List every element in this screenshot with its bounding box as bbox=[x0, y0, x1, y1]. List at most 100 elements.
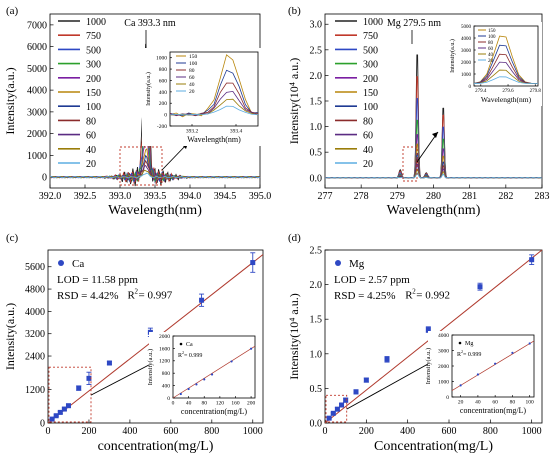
inset-r2-superscript: 2 bbox=[182, 350, 184, 355]
inset-legend-marker bbox=[458, 341, 462, 345]
y-tick-label: 5000 bbox=[27, 64, 47, 75]
y-tick-label: 1200 bbox=[25, 385, 45, 396]
inset-legend-label: 100 bbox=[189, 61, 198, 67]
y-tick-label: 3000 bbox=[27, 107, 47, 118]
zoom-arrowhead bbox=[432, 132, 438, 138]
inset-legend-label: Mg bbox=[465, 341, 473, 347]
peak-annotation: Ca 393.3 nm bbox=[124, 18, 176, 29]
y-tick-label: 400 bbox=[159, 90, 168, 96]
inset-data-point bbox=[528, 342, 531, 345]
y-tick-label: 2400 bbox=[25, 352, 45, 363]
legend-label: 750 bbox=[86, 31, 101, 42]
data-point bbox=[330, 410, 336, 416]
x-axis-label: concentration(mg/L) bbox=[98, 439, 214, 454]
inset-data-point bbox=[230, 360, 233, 363]
legend-label: 1000 bbox=[363, 17, 383, 28]
inset-data-point bbox=[203, 378, 206, 381]
y-tick-label: 4000 bbox=[27, 86, 47, 97]
inset-background bbox=[448, 22, 542, 106]
x-tick-label: 20 bbox=[458, 400, 464, 406]
data-point bbox=[425, 327, 431, 333]
x-tick-label: 277 bbox=[318, 191, 333, 202]
inset-legend-label: 20 bbox=[189, 89, 195, 95]
y-axis-label: Intensity(10⁴ a.u.) bbox=[287, 293, 301, 380]
y-axis-label: Intensity(a.u.) bbox=[425, 348, 432, 384]
inset-legend-label: 150 bbox=[488, 29, 496, 34]
legend-label: 20 bbox=[86, 159, 96, 170]
plot-frame bbox=[473, 25, 539, 87]
data-point bbox=[53, 413, 59, 419]
legend-label: 500 bbox=[86, 45, 101, 56]
zoom-arrow bbox=[90, 363, 152, 396]
inset-data-point bbox=[249, 347, 253, 350]
spectrum-line-100 bbox=[324, 153, 543, 179]
plot-frame bbox=[324, 249, 543, 424]
x-tick-label: 392.0 bbox=[39, 191, 62, 202]
y-tick-label: 1.0 bbox=[310, 349, 323, 360]
y-tick-label: 2.0 bbox=[310, 71, 323, 82]
inset-legend-label: 60 bbox=[189, 75, 195, 81]
legend-label: 60 bbox=[86, 131, 96, 142]
r2-value: = 0.992 bbox=[416, 289, 450, 301]
data-point bbox=[477, 284, 483, 290]
inset-legend-label: 150 bbox=[189, 54, 198, 60]
y-tick-label: 6000 bbox=[27, 42, 47, 53]
spectrum-line-20 bbox=[49, 172, 261, 179]
plot-frame bbox=[47, 249, 264, 424]
inset-data-point bbox=[195, 383, 198, 386]
data-point bbox=[199, 297, 205, 303]
x-tick-label: 393.5 bbox=[144, 191, 167, 202]
x-tick-label: 200 bbox=[247, 401, 256, 407]
lod-text: LOD = 2.57 ppm bbox=[334, 274, 410, 286]
legend-label: 200 bbox=[86, 74, 101, 85]
y-tick-label: 1.0 bbox=[310, 122, 323, 133]
x-tick-label: 40 bbox=[475, 400, 481, 406]
y-tick-label: 4000 bbox=[25, 307, 45, 318]
peak-annotation: Mg 279.5 nm bbox=[387, 18, 441, 29]
inset-r2-superscript: 2 bbox=[461, 349, 463, 354]
y-tick-label: 5000 bbox=[461, 25, 472, 30]
legend-label: Ca bbox=[72, 258, 84, 270]
inset-data-point bbox=[459, 384, 462, 387]
y-tick-label: 3000 bbox=[438, 348, 449, 354]
legend-label: 1000 bbox=[86, 17, 106, 28]
y-axis-label: Intensity(a.u.) bbox=[3, 303, 17, 370]
x-tick-label: 279.4 bbox=[475, 89, 487, 94]
data-point bbox=[106, 360, 112, 366]
r2-value: = 0.997 bbox=[139, 289, 173, 301]
x-tick-label: 80 bbox=[510, 400, 516, 406]
panel-label: (d) bbox=[288, 232, 301, 244]
y-tick-label: 0.5 bbox=[310, 148, 323, 159]
inset-background bbox=[428, 331, 538, 417]
spectrum-line-60 bbox=[324, 163, 543, 179]
inset-legend-label: 20 bbox=[488, 59, 494, 64]
x-tick-label: 1000 bbox=[243, 426, 263, 437]
spectrum-line-40 bbox=[324, 168, 543, 179]
y-tick-label: 1.5 bbox=[310, 97, 323, 108]
x-tick-label: 800 bbox=[204, 426, 219, 437]
y-axis-label: Intensity(a.u.) bbox=[449, 39, 456, 73]
inset-background bbox=[142, 48, 262, 146]
legend-label: 150 bbox=[363, 88, 378, 99]
legend-label: 100 bbox=[363, 102, 378, 113]
y-axis-label: Intensity(a.u.) bbox=[147, 349, 154, 385]
x-tick-label: 200 bbox=[81, 426, 96, 437]
x-tick-label: 800 bbox=[483, 426, 498, 437]
y-axis-label: Intensity(a.u.) bbox=[145, 72, 152, 106]
zoom-arrow bbox=[416, 131, 439, 163]
data-point bbox=[353, 389, 359, 395]
y-tick-label: 4000 bbox=[438, 333, 449, 339]
y-tick-label: 2000 bbox=[461, 61, 472, 66]
x-tick-label: 200 bbox=[359, 426, 374, 437]
plot-frame bbox=[169, 51, 259, 127]
data-point bbox=[529, 257, 535, 263]
y-tick-label: 3200 bbox=[25, 329, 45, 340]
x-tick-label: 600 bbox=[442, 426, 457, 437]
data-point bbox=[339, 402, 345, 408]
spectrum-line-80 bbox=[324, 158, 543, 179]
inset-legend-label: 100 bbox=[488, 35, 496, 40]
legend-label: 20 bbox=[363, 159, 373, 170]
x-tick-label: 392.5 bbox=[74, 191, 97, 202]
y-tick-label: 0 bbox=[446, 395, 449, 401]
inset-r2-value: = 0.999 bbox=[184, 353, 202, 359]
